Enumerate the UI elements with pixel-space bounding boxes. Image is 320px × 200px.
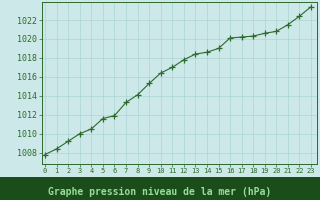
Text: Graphe pression niveau de la mer (hPa): Graphe pression niveau de la mer (hPa): [48, 187, 272, 197]
